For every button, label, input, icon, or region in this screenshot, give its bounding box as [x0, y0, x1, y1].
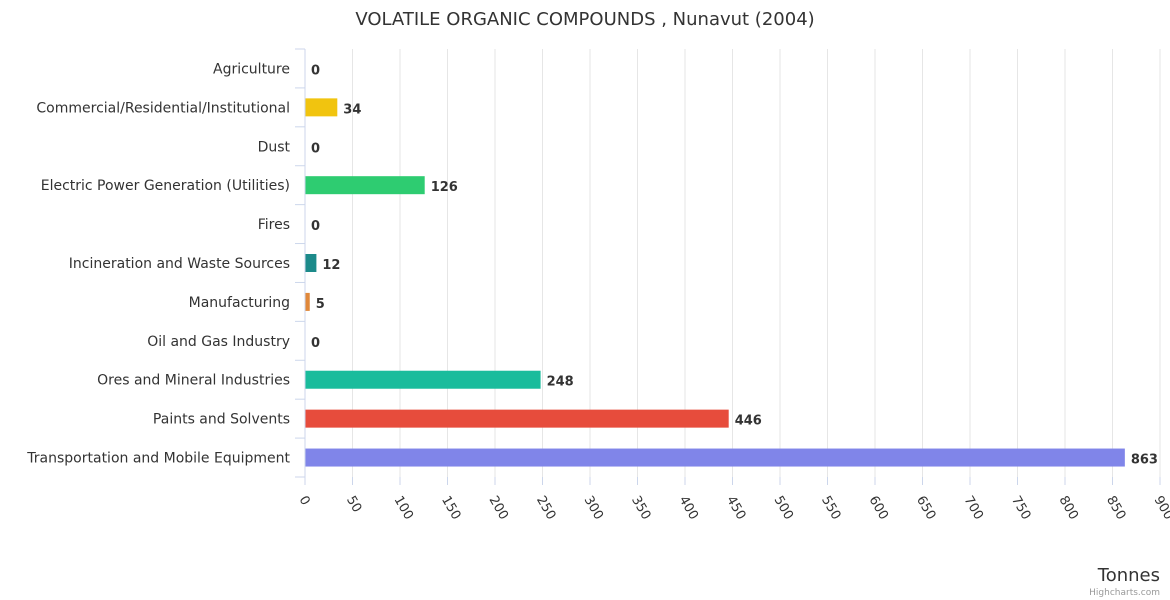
data-label: 446: [735, 414, 762, 429]
data-label: 5: [316, 297, 325, 312]
bar[interactable]: [305, 370, 541, 389]
data-label: 126: [431, 180, 458, 195]
category-label: Paints and Solvents: [153, 412, 290, 428]
gridlines: [304, 49, 1161, 477]
bar[interactable]: [305, 254, 317, 272]
data-label: 0: [311, 219, 320, 234]
data-label: 863: [1131, 453, 1158, 468]
category-label: Incineration and Waste Sources: [69, 256, 290, 272]
data-label: 12: [322, 258, 340, 273]
data-label: 248: [547, 375, 574, 390]
data-label: 0: [311, 141, 320, 156]
bar[interactable]: [305, 176, 425, 195]
chart-title: VOLATILE ORGANIC COMPOUNDS , Nunavut (20…: [355, 9, 814, 30]
data-label: 0: [311, 63, 320, 78]
data-label: 34: [343, 102, 361, 117]
category-label: Fires: [258, 217, 290, 233]
x-axis-title: Tonnes: [1097, 565, 1160, 586]
chart-credit[interactable]: Highcharts.com: [1089, 588, 1160, 598]
bar[interactable]: [305, 409, 729, 428]
bar-series: [305, 98, 1125, 467]
bar[interactable]: [305, 448, 1125, 467]
data-label: 0: [311, 336, 320, 351]
category-label: Agriculture: [213, 61, 290, 77]
category-label: Electric Power Generation (Utilities): [41, 178, 290, 194]
category-label: Transportation and Mobile Equipment: [26, 451, 290, 467]
bar[interactable]: [305, 98, 338, 117]
category-axis: Agriculture Commercial/Residential/Instit…: [26, 48, 306, 478]
category-label: Manufacturing: [189, 295, 290, 311]
category-label: Dust: [258, 139, 291, 155]
bar[interactable]: [305, 292, 310, 311]
category-label: Ores and Mineral Industries: [97, 373, 290, 389]
category-label: Oil and Gas Industry: [147, 334, 290, 350]
x-tick-label: 50: [343, 494, 364, 516]
category-label: Commercial/Residential/Institutional: [36, 100, 290, 116]
